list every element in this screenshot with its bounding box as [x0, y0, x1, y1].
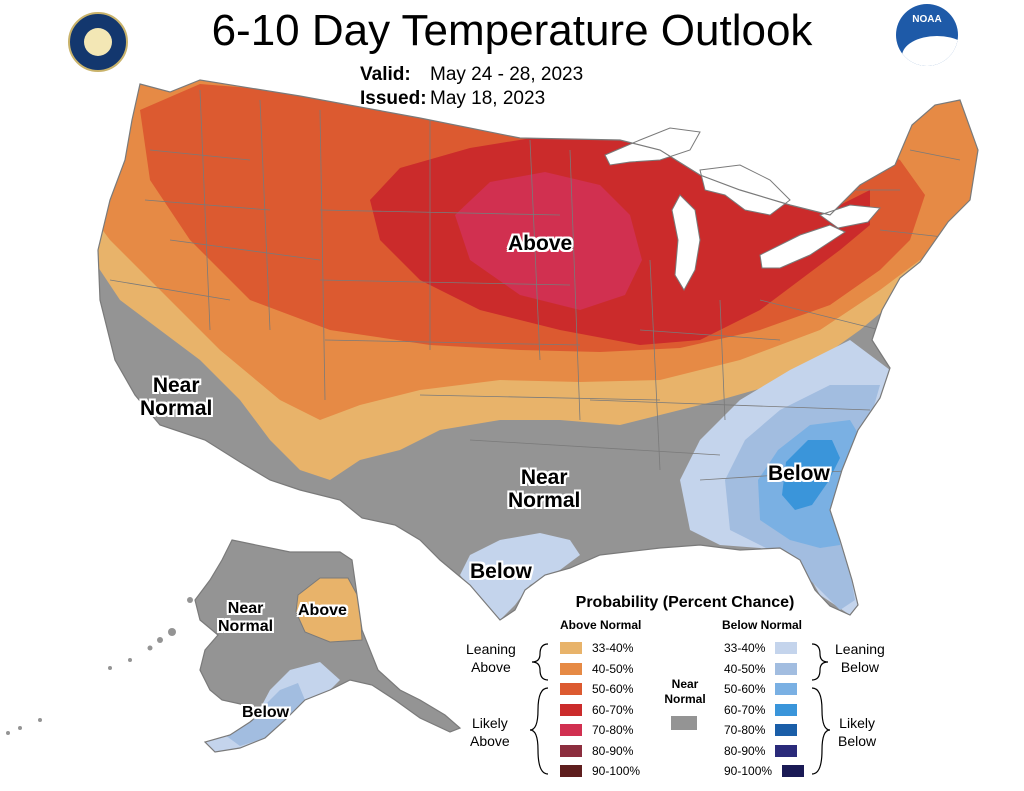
zone-above-70-80 — [455, 172, 642, 310]
legend-below-row: 90-100% — [724, 764, 805, 778]
legend-below-swatch — [775, 662, 798, 675]
alaska-outline — [194, 539, 462, 753]
legend-near-normal-label: Near Normal — [664, 677, 706, 706]
legend-below-label: 40-50% — [724, 661, 766, 676]
legend-above-row: 33-40% — [560, 642, 633, 654]
great-lakes — [604, 127, 882, 292]
legend-above-row: 90-100% — [560, 765, 640, 777]
legend-above-swatch — [560, 683, 582, 695]
legend-above-swatch — [560, 662, 582, 675]
legend-above-row: 60-70% — [560, 702, 634, 717]
map-title: 6-10 Day Temperature Outlook — [211, 6, 813, 55]
legend-below-label: 60-70% — [724, 702, 766, 717]
valid-label: Valid: — [360, 64, 411, 85]
legend-below-row: 33-40% — [724, 641, 798, 655]
legend-below-swatch — [775, 724, 798, 736]
legend-below-label: 70-80% — [724, 723, 766, 737]
brace-likely-above — [529, 687, 549, 775]
alaska-islands — [6, 597, 193, 735]
issued-line: Issued: May 18, 2023 — [360, 88, 545, 110]
commerce-seal-logo — [68, 12, 128, 72]
legend-below-swatch — [775, 683, 798, 695]
legend-above-header: Above Normal — [560, 618, 642, 632]
legend-below-row: 50-60% — [724, 682, 798, 696]
brace-leaning-above — [531, 643, 549, 681]
zone-below-33-40-tx — [460, 533, 580, 620]
legend-above-label: 50-60% — [592, 682, 634, 696]
legend-below-row: 70-80% — [724, 723, 798, 737]
legend-above-swatch — [560, 642, 582, 654]
legend-below-swatch — [775, 744, 798, 757]
legend-above-row: 80-90% — [560, 743, 634, 758]
zone-below-60-70 — [782, 440, 840, 510]
legend-below-swatch — [775, 703, 798, 716]
legend-below-swatch — [775, 642, 798, 654]
state-borders — [109, 89, 971, 481]
legend-above-label: 70-80% — [592, 723, 634, 737]
legend-likely-below: Likely Below — [838, 715, 877, 750]
valid-line: Valid: May 24 - 28, 2023 — [360, 64, 583, 86]
legend-above-swatch — [560, 703, 582, 716]
legend-above-label: 40-50% — [592, 661, 634, 676]
legend-above-swatch — [560, 765, 582, 777]
legend-above-label: 60-70% — [592, 702, 634, 717]
legend-below-label: 50-60% — [724, 682, 766, 696]
legend-below-row: 40-50% — [724, 661, 798, 676]
legend-above-label: 90-100% — [592, 764, 641, 778]
legend-title: Probability (Percent Chance) — [575, 594, 795, 611]
label-near-normal-west: Near Normal — [140, 374, 213, 421]
legend-below-label: 90-100% — [724, 764, 773, 778]
legend-above-row: 70-80% — [560, 724, 633, 736]
label-above-midwest: Above — [508, 232, 573, 255]
legend-near-normal-swatch — [671, 716, 697, 730]
legend-below-swatch — [782, 765, 805, 777]
legend-below-row: 80-90% — [724, 743, 798, 758]
brace-leaning-below — [811, 643, 829, 681]
issued-label: Issued: — [360, 88, 427, 109]
legend-leaning-below: Leaning Below — [835, 641, 885, 676]
legend-above-label: 80-90% — [592, 743, 634, 758]
label-below-southeast: Below — [768, 462, 830, 485]
legend-below-label: 80-90% — [724, 743, 766, 758]
label-near-normal-south: Near Normal — [508, 466, 581, 513]
legend-above-row: 40-50% — [560, 661, 634, 676]
issued-value: May 18, 2023 — [430, 88, 546, 109]
label-alaska-above: Above — [298, 602, 347, 619]
legend-below-label: 33-40% — [724, 641, 766, 655]
legend-above-swatch — [560, 724, 582, 736]
brace-likely-below — [811, 687, 831, 775]
label-below-texas: Below — [470, 560, 532, 583]
legend-above-label: 33-40% — [592, 641, 634, 655]
valid-value: May 24 - 28, 2023 — [430, 64, 584, 85]
label-alaska-near-normal: Near Normal — [218, 600, 274, 635]
legend-below-header: Below Normal — [722, 618, 803, 632]
conus-outline — [97, 79, 979, 621]
legend-likely-above: Likely Above — [470, 715, 510, 750]
legend-below-row: 60-70% — [724, 702, 798, 717]
noaa-logo: NOAA — [896, 4, 958, 66]
legend-above-swatch — [560, 744, 582, 757]
legend-above-row: 50-60% — [560, 683, 633, 695]
label-alaska-below: Below — [242, 704, 290, 721]
legend-leaning-above: Leaning Above — [466, 641, 516, 676]
